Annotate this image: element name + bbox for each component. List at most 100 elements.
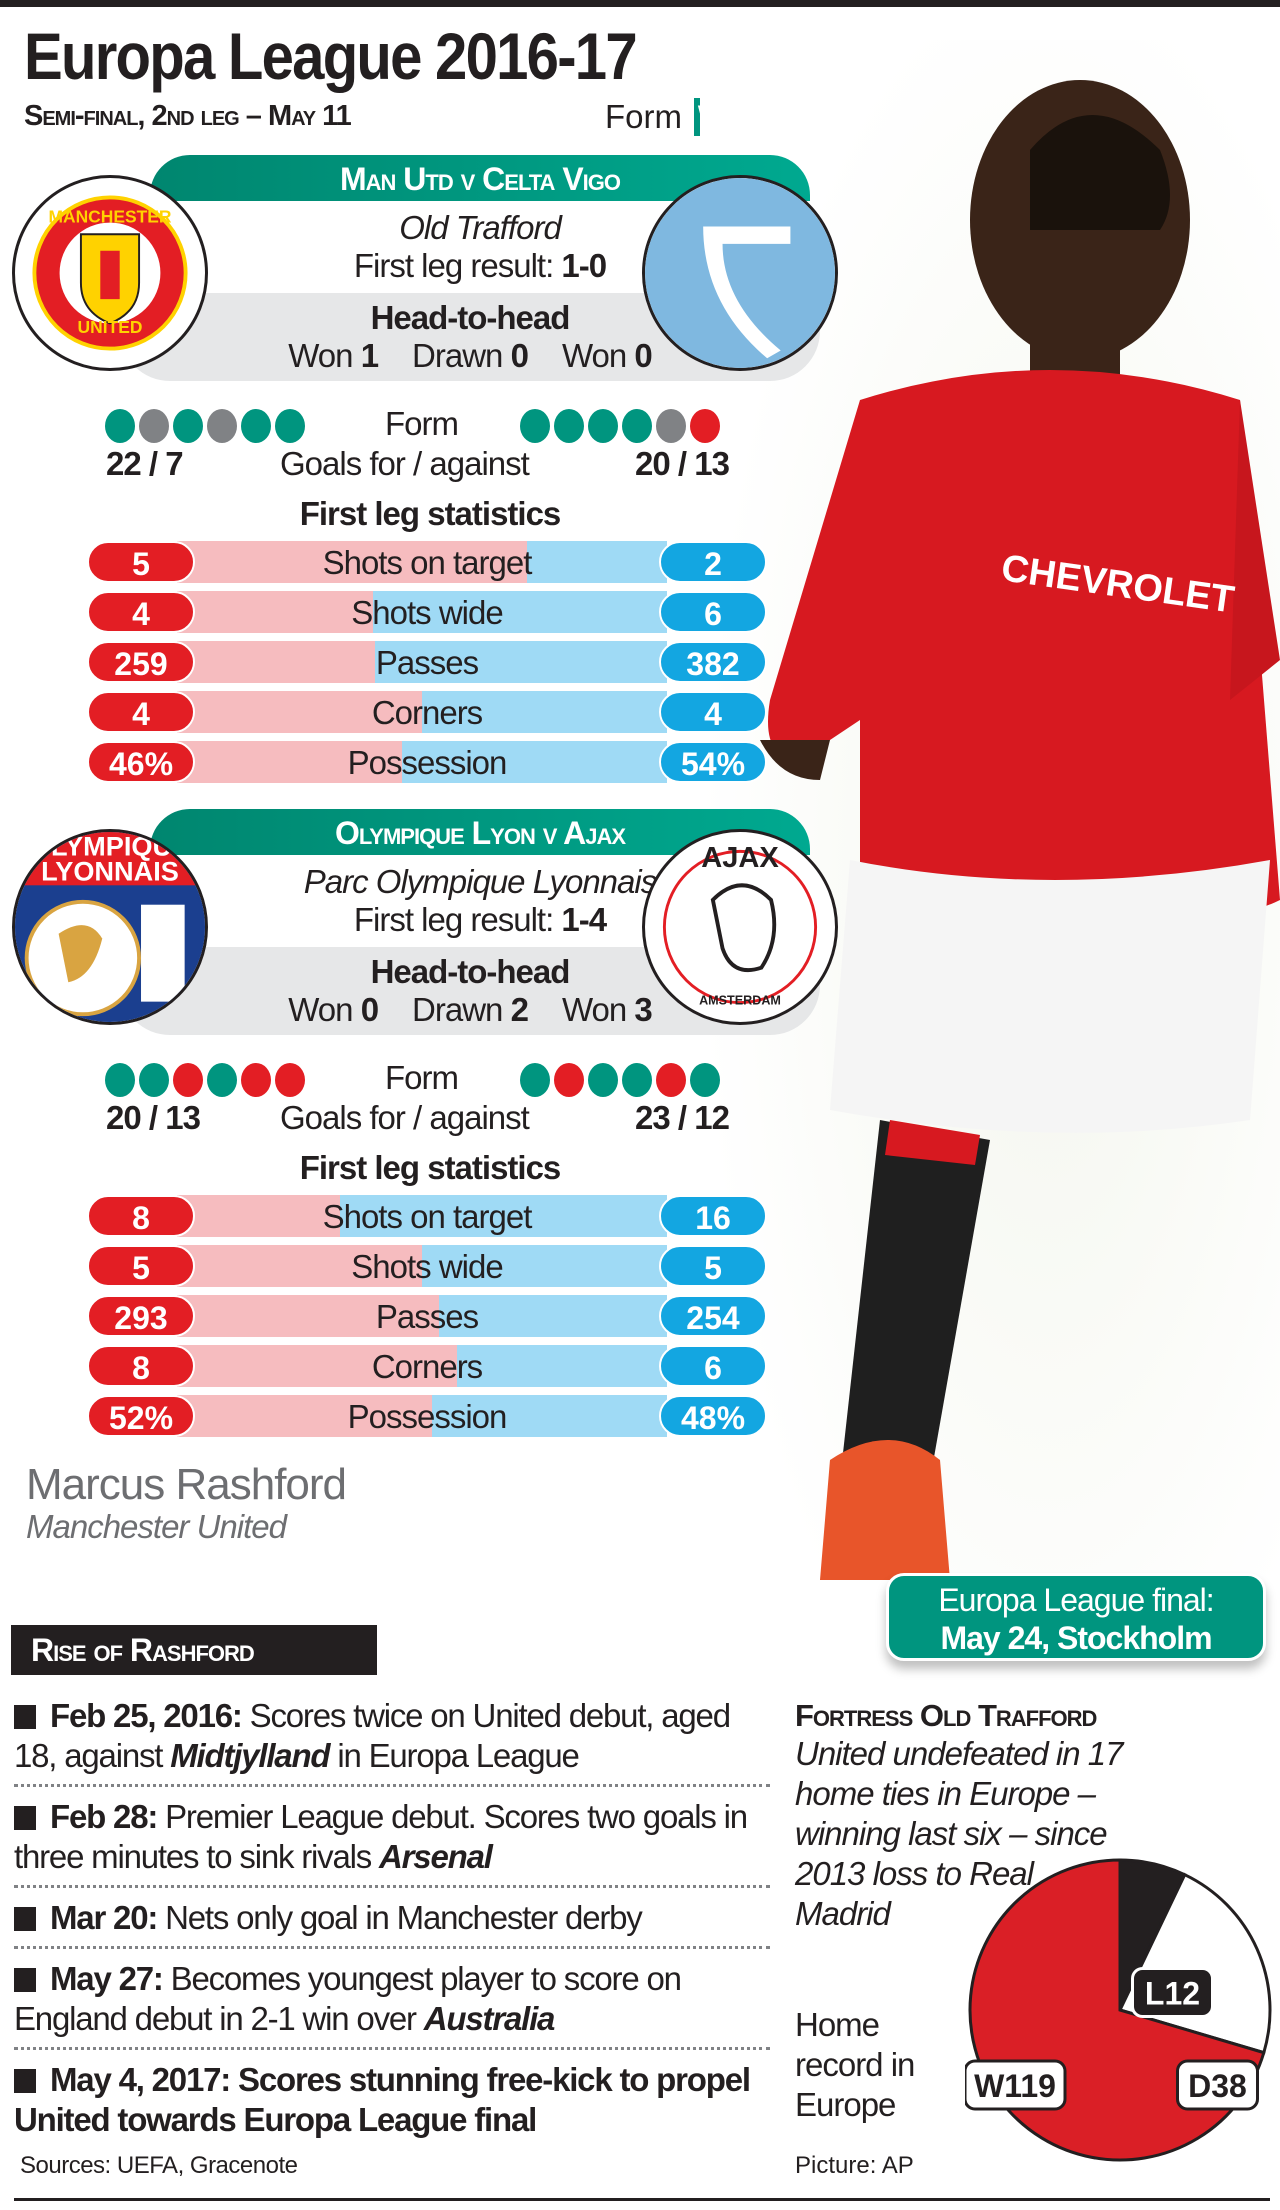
crest-text: MANCHESTER <box>48 207 171 227</box>
stat-bar-home <box>177 641 375 683</box>
h2h-item: Won 0 <box>288 991 379 1029</box>
timeline-item: Feb 28: Premier League debut. Scores two… <box>14 1793 770 1888</box>
stat-home-value: 293 <box>87 1295 195 1337</box>
stat-bar <box>177 541 667 583</box>
timeline-item: May 4, 2017: Scores stunning free-kick t… <box>14 2056 770 2148</box>
stat-bar-away <box>402 741 667 783</box>
stat-away-value: 2 <box>659 541 767 583</box>
h2h-label: Won <box>561 337 627 374</box>
fortress-section: Fortress Old Trafford United undefeated … <box>795 1698 1275 1934</box>
rise-heading: Rise of Rashford <box>11 1625 377 1675</box>
away-form-dots <box>520 409 720 443</box>
away-goals: 20 / 13 <box>635 445 730 482</box>
final-line2: May 24, Stockholm <box>940 1620 1212 1656</box>
home-form-dots <box>105 409 305 443</box>
match-man-utd-celta: Man Utd v Celta Vigo Old Trafford First le… <box>0 155 860 783</box>
bottom-rule <box>14 2198 1270 2201</box>
bullet-square-icon <box>14 2069 36 2093</box>
timeline-text: Premier League debut. Scores two goals i… <box>14 1798 748 1875</box>
stat-bar <box>177 1195 667 1237</box>
pie-label-text: W119 <box>974 2068 1056 2104</box>
goals-label: Goals for / against <box>280 1099 530 1136</box>
pie-label-d: D38 <box>1176 2059 1259 2111</box>
form-dot-w <box>105 409 135 443</box>
away-goals: 23 / 12 <box>635 1099 730 1136</box>
stat-bar-home <box>177 691 422 733</box>
stat-bar-home <box>177 591 373 633</box>
stat-away-value: 4 <box>659 691 767 733</box>
timeline-date: May 27: <box>50 1960 164 1997</box>
form-label: Form <box>385 1059 459 1096</box>
stat-home-value: 46% <box>87 741 195 783</box>
form-row: Form <box>100 405 760 445</box>
stat-name: Shots wide <box>351 1248 503 1285</box>
h2h-title: Head-to-head <box>370 953 571 990</box>
bullet-square-icon <box>14 1806 36 1830</box>
form-dot-w <box>207 1063 237 1097</box>
stat-away-value: 54% <box>659 741 767 783</box>
timeline-text: Nets only goal in Manchester derby <box>157 1899 643 1936</box>
stat-row: Corners 4 4 <box>87 691 767 733</box>
form-dot-l <box>554 1063 584 1097</box>
form-dot-w <box>588 1063 618 1097</box>
timeline-item: May 27: Becomes youngest player to score… <box>14 1955 770 2050</box>
stat-name: Passes <box>375 1298 479 1335</box>
h2h-value: 0 <box>634 337 652 374</box>
picture-credit: Picture: AP <box>795 2152 914 2179</box>
venue: Parc Olympique Lyonnais <box>303 863 657 900</box>
player-club: Manchester United <box>26 1508 287 1545</box>
timeline-item: Mar 20: Nets only goal in Manchester der… <box>14 1894 770 1949</box>
home-crest: OLYMPIQUE LYONNAIS <box>12 829 208 1025</box>
fortress-text: United undefeated in 17 home ties in Eur… <box>795 1734 1265 1934</box>
h2h-value: 2 <box>510 991 529 1028</box>
stat-name: Shots on target <box>322 1198 533 1235</box>
stat-bar-away <box>374 641 667 683</box>
h2h-title: Head-to-head <box>370 299 571 336</box>
stat-home-value: 4 <box>87 691 195 733</box>
stat-bar <box>177 1345 667 1387</box>
stat-bar-away <box>457 1345 667 1387</box>
stat-row: Passes 259 382 <box>87 641 767 683</box>
form-dot-w <box>554 409 584 443</box>
h2h-label: Drawn <box>412 337 503 374</box>
stat-bar-away <box>340 1195 667 1237</box>
stats-title: First leg statistics <box>299 495 562 532</box>
away-form-dots <box>520 1063 720 1097</box>
h2h-item: Drawn 2 <box>412 991 529 1029</box>
away-crest: AJAX AMSTERDAM <box>642 829 838 1025</box>
stat-away-value: 6 <box>659 591 767 633</box>
player-photo: CHEVROLET <box>700 40 1280 1580</box>
form-dot-l <box>275 1063 305 1097</box>
timeline-emphasis: Australia <box>423 2000 556 2037</box>
stat-bar-away <box>439 1295 667 1337</box>
player-name: Marcus Rashford <box>26 1460 347 1509</box>
timeline-text-bold: Scores stunning free-kick to propel Unit… <box>14 2061 751 2138</box>
pie-label-text: D38 <box>1188 2068 1247 2104</box>
form-dot-w <box>241 409 271 443</box>
first-leg-result: First leg result: 1-4 <box>170 901 790 939</box>
stat-home-value: 5 <box>87 541 195 583</box>
form-legend-label: Form <box>605 98 682 135</box>
form-dot-w <box>173 409 203 443</box>
stat-bar-away <box>431 1395 667 1437</box>
home-form-dots <box>105 1063 305 1097</box>
stat-row: Shots wide 4 6 <box>87 591 767 633</box>
stat-away-value: 16 <box>659 1195 767 1237</box>
h2h-value: 3 <box>634 991 652 1028</box>
timeline-text: Becomes youngest player to score on Engl… <box>14 1960 682 2037</box>
goals-label: Goals for / against <box>280 445 530 482</box>
form-dot-w <box>520 409 550 443</box>
bullet-square-icon <box>14 1968 36 1992</box>
crest-text: AMSTERDAM <box>699 994 781 1008</box>
result-label: First leg result: <box>353 247 554 284</box>
timeline-text: Scores twice on United debut, aged 18, a… <box>14 1697 731 1774</box>
stat-bar-home <box>177 1345 457 1387</box>
sources: Sources: UEFA, Gracenote <box>20 2152 298 2179</box>
stat-bar-home <box>177 1245 422 1287</box>
stat-bar-away <box>422 691 667 733</box>
stat-name: Corners <box>371 1348 483 1385</box>
stat-bar-away <box>373 591 667 633</box>
h2h-label: Won <box>288 337 353 374</box>
result-label: First leg result: <box>353 901 554 938</box>
home-record-label: Home record in Europe <box>795 2006 915 2123</box>
